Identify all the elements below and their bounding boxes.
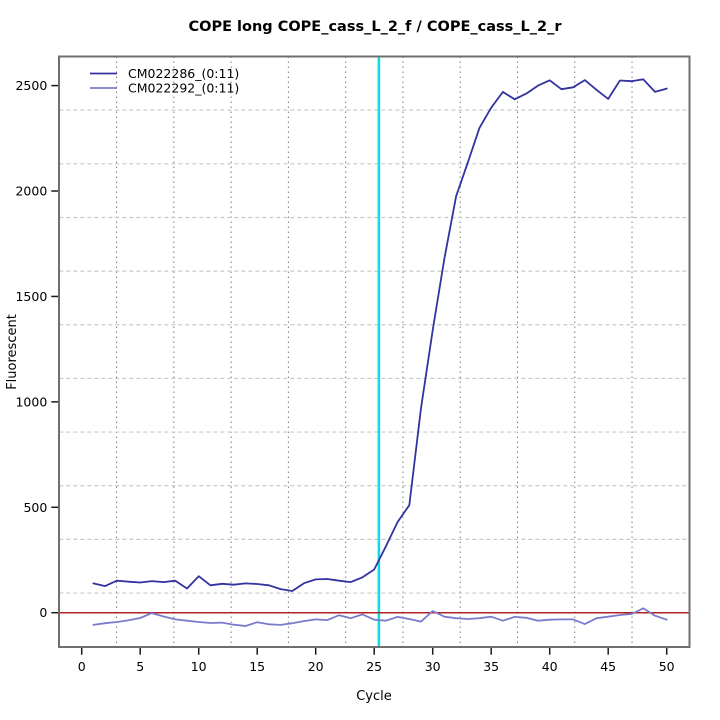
legend: CM022286_(0:11) CM022292_(0:11) <box>90 66 239 96</box>
x-tick-label: 50 <box>659 659 675 674</box>
series-line-1 <box>92 78 668 592</box>
series-line-2 <box>92 607 668 627</box>
plot-border <box>58 55 691 648</box>
x-tick-label: 15 <box>249 659 265 674</box>
x-tick-label: 40 <box>542 659 558 674</box>
y-tick-label: 2500 <box>15 78 47 93</box>
legend-label-series2: CM022292_(0:11) <box>128 81 239 96</box>
y-tick-label: 500 <box>23 500 47 515</box>
x-axis-title: Cycle <box>356 689 392 704</box>
x-tick-label: 5 <box>136 659 144 674</box>
y-axis-title: Fluorescent <box>5 314 20 390</box>
x-tick-label: 45 <box>600 659 616 674</box>
legend-label-series1: CM022286_(0:11) <box>128 66 239 81</box>
x-tick-label: 20 <box>308 659 324 674</box>
x-tick-label: 10 <box>191 659 207 674</box>
grid-layer <box>59 56 690 647</box>
y-tick-label: 2000 <box>15 184 47 199</box>
series-layer <box>92 78 668 627</box>
y-tick-label: 0 <box>39 605 47 620</box>
y-tick-label: 1500 <box>15 289 47 304</box>
chart-title: COPE long COPE_cass_L_2_f / COPE_cass_L_… <box>188 19 562 35</box>
x-tick-label: 25 <box>366 659 382 674</box>
y-tick-label: 1000 <box>15 394 47 409</box>
x-tick-label: 0 <box>78 659 86 674</box>
reference-lines-layer <box>59 56 690 647</box>
x-tick-label: 35 <box>483 659 499 674</box>
x-tick-label: 30 <box>425 659 441 674</box>
